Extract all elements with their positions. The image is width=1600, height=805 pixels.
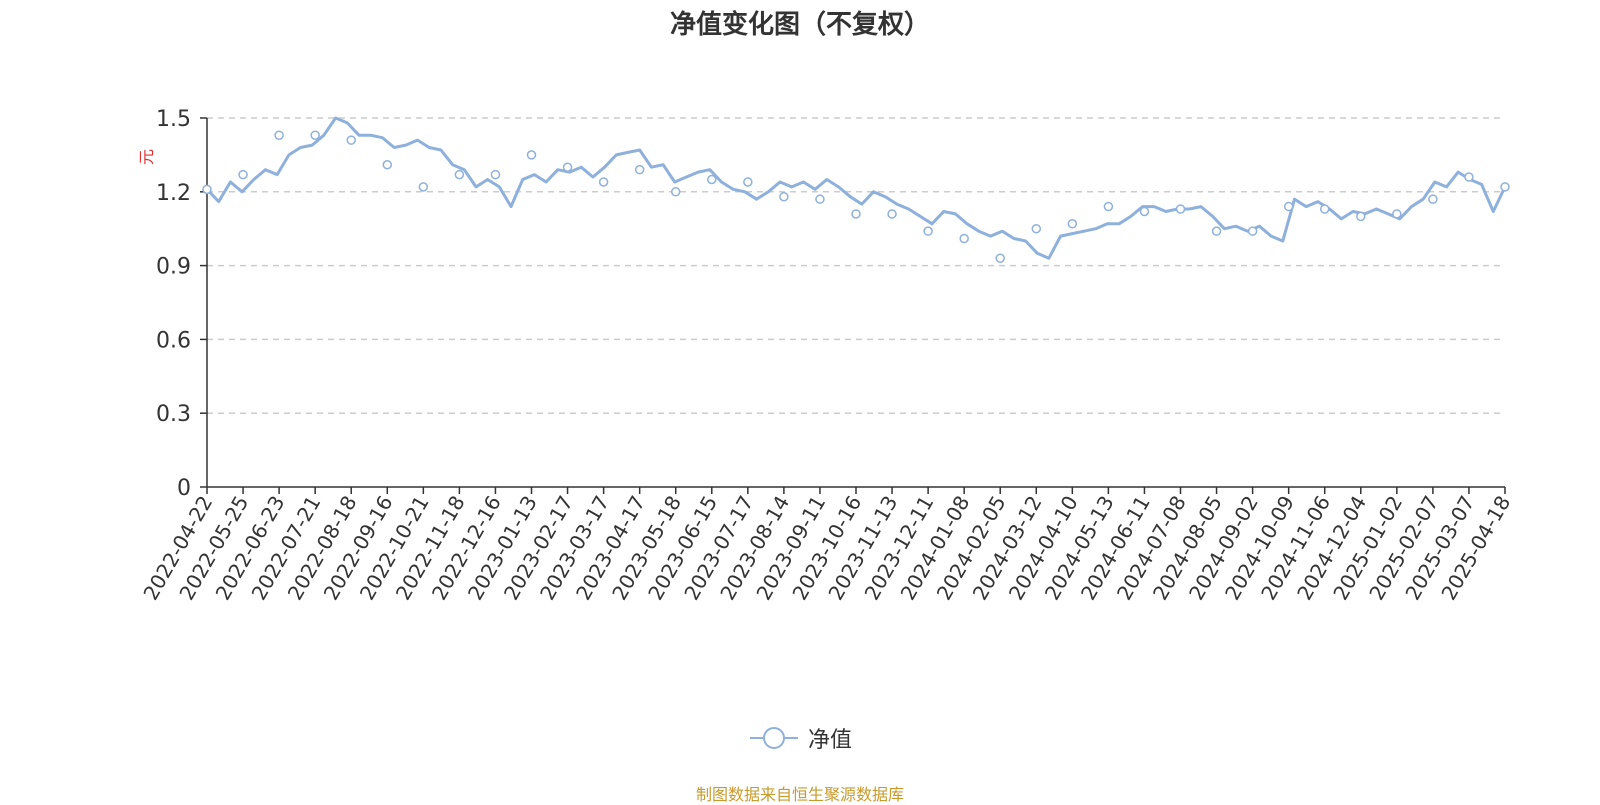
data-point[interactable] xyxy=(526,150,537,160)
data-point[interactable] xyxy=(1067,219,1078,229)
data-point[interactable] xyxy=(851,209,861,219)
data-point[interactable] xyxy=(1428,194,1438,204)
data-point[interactable] xyxy=(382,159,393,170)
data-point[interactable] xyxy=(418,182,429,192)
grid-lines xyxy=(207,117,1500,414)
chart-title: 净值变化图（不复权） xyxy=(669,10,930,40)
data-point[interactable] xyxy=(1031,223,1042,234)
legend-label: 净值 xyxy=(808,728,853,753)
y-tick-label: 1.2 xyxy=(156,181,191,206)
y-tick-label: 0 xyxy=(177,476,191,501)
data-point[interactable] xyxy=(670,187,681,197)
data-point[interactable] xyxy=(887,209,897,219)
legend-line-circle-icon xyxy=(750,727,798,749)
data-point[interactable] xyxy=(1464,172,1474,182)
y-tick-label: 0.9 xyxy=(156,255,191,280)
data-point[interactable] xyxy=(346,135,356,145)
data-point[interactable] xyxy=(634,164,645,175)
data-point[interactable] xyxy=(1175,204,1186,214)
axes xyxy=(206,118,1505,488)
data-point[interactable] xyxy=(1103,201,1114,212)
y-tick-labels: 0 0.3 0.6 0.9 1.2 1.5 xyxy=(156,107,207,501)
data-point[interactable] xyxy=(202,184,212,195)
y-tick-label: 0.6 xyxy=(156,328,191,353)
series-line-net-value xyxy=(205,116,1507,260)
data-point[interactable] xyxy=(779,191,789,202)
data-point[interactable] xyxy=(454,169,465,180)
source-note: 制图数据来自恒生聚源数据库 xyxy=(695,785,904,804)
x-tick-labels: 2022-04-222022-05-252022-06-232022-07-21… xyxy=(138,487,1515,604)
data-point[interactable] xyxy=(1500,182,1510,192)
data-point[interactable] xyxy=(238,169,248,180)
data-point[interactable] xyxy=(1319,204,1330,214)
y-tick-label: 1.5 xyxy=(156,107,191,132)
data-point[interactable] xyxy=(598,177,609,187)
data-point[interactable] xyxy=(1283,201,1294,212)
y-axis-unit-label: 元 xyxy=(137,149,156,165)
data-point[interactable] xyxy=(707,174,717,185)
legend[interactable]: 净值 xyxy=(750,722,852,754)
data-point[interactable] xyxy=(1247,226,1258,236)
series-markers xyxy=(202,130,1510,263)
data-point[interactable] xyxy=(959,233,969,244)
data-point[interactable] xyxy=(923,226,933,236)
data-point[interactable] xyxy=(995,253,1005,263)
data-point[interactable] xyxy=(1392,209,1402,219)
data-point[interactable] xyxy=(1356,211,1366,222)
y-tick-label: 0.3 xyxy=(156,402,191,427)
data-point[interactable] xyxy=(274,130,284,140)
data-point[interactable] xyxy=(490,169,501,180)
data-point[interactable] xyxy=(1139,206,1150,217)
data-point[interactable] xyxy=(310,130,320,140)
data-point[interactable] xyxy=(815,194,825,204)
data-point[interactable] xyxy=(1211,226,1222,236)
data-point[interactable] xyxy=(562,162,573,172)
data-point[interactable] xyxy=(743,177,753,187)
